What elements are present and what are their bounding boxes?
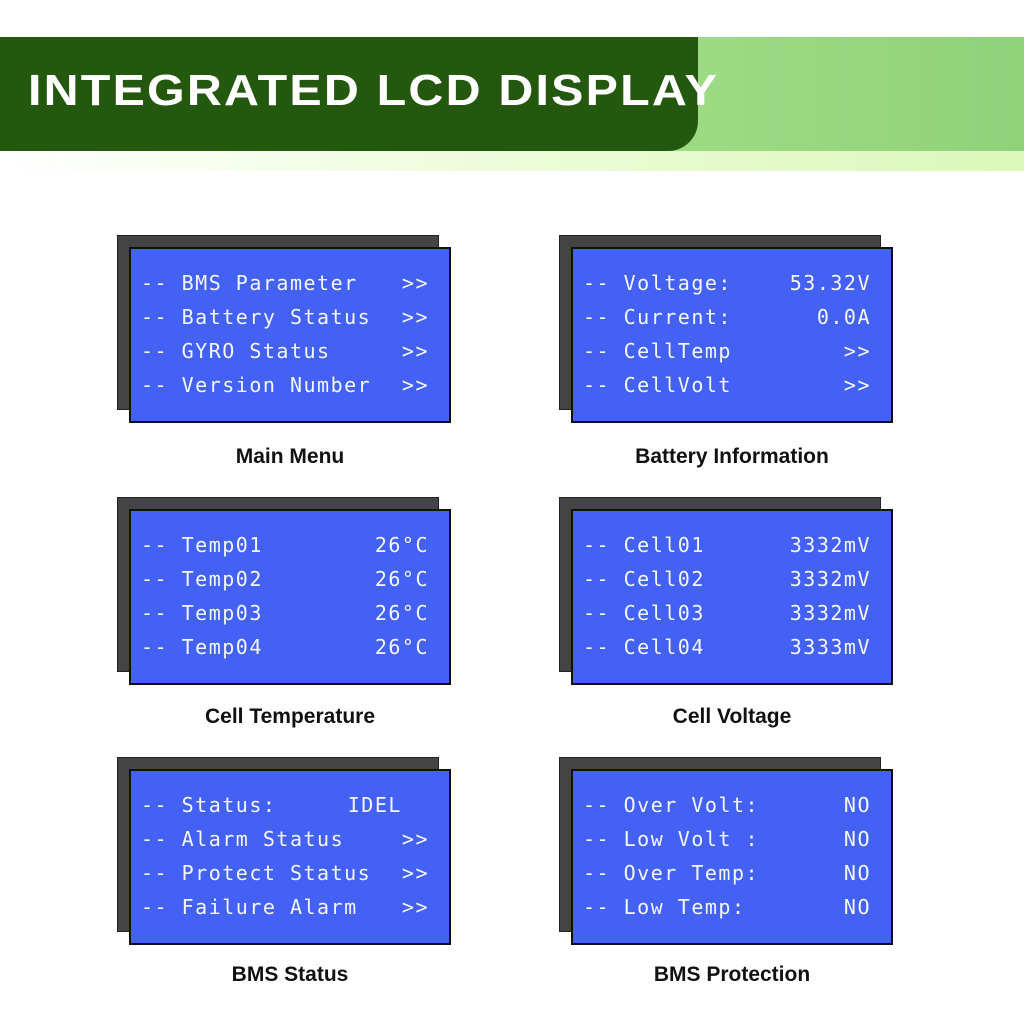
row-value: IDEL [347, 793, 429, 817]
row-value: >> [401, 827, 429, 851]
lcd-screen: -- Temp01 26°C -- Temp02 26°C -- Temp03 26°C -… [129, 509, 451, 685]
row-value: >> [401, 373, 429, 397]
lcd-row: -- GYRO Status >> [141, 339, 429, 369]
row-value: >> [401, 339, 429, 363]
row-value: 3332mV [789, 601, 871, 625]
row-label: -- Temp01 [141, 533, 263, 557]
row-value: 3332mV [789, 567, 871, 591]
row-value: 26°C [374, 635, 429, 659]
row-label: -- Cell02 [583, 567, 705, 591]
lcd-screen: -- Over Volt: NO -- Low Volt : NO -- Over Te… [571, 769, 893, 945]
lcd-row: -- Low Temp: NO [583, 895, 871, 925]
row-value: 0.0A [816, 305, 871, 329]
panel-caption: Cell Temperature [205, 705, 375, 728]
row-label: -- Temp04 [141, 635, 263, 659]
row-value: NO [843, 861, 871, 885]
row-label: -- Failure Alarm [141, 895, 358, 919]
row-label: -- BMS Parameter [141, 271, 358, 295]
lcd-row: -- Cell03 3332mV [583, 601, 871, 631]
row-value: 3333mV [789, 635, 871, 659]
lcd-row: -- Failure Alarm >> [141, 895, 429, 925]
lcd-row: -- Temp04 26°C [141, 635, 429, 665]
panel-caption: BMS Protection [653, 963, 811, 986]
row-value: >> [401, 861, 429, 885]
panel-caption: Battery Information [635, 445, 829, 468]
row-label: -- Battery Status [141, 305, 372, 329]
row-label: -- Over Temp: [583, 861, 760, 885]
lcd-row: -- Version Number >> [141, 373, 429, 403]
row-value: 26°C [374, 533, 429, 557]
lcd-row: -- Status: IDEL [141, 793, 429, 823]
row-value: NO [843, 827, 871, 851]
page-title: INTEGRATED LCD DISPLAY [28, 66, 720, 115]
row-label: -- Alarm Status [141, 827, 345, 851]
banner-strip [0, 151, 1024, 171]
lcd-row: -- CellVolt >> [583, 373, 871, 403]
row-value: >> [843, 339, 871, 363]
row-value: 53.32V [789, 271, 871, 295]
lcd-row: -- Temp02 26°C [141, 567, 429, 597]
row-value: NO [843, 793, 871, 817]
lcd-row: -- BMS Parameter >> [141, 271, 429, 301]
lcd-row: -- Low Volt : NO [583, 827, 871, 857]
lcd-screen: -- Voltage: 53.32V -- Current: 0.0A -- CellT… [571, 247, 893, 423]
row-value: 26°C [374, 567, 429, 591]
lcd-row: -- Cell04 3333mV [583, 635, 871, 665]
lcd-row: -- Protect Status >> [141, 861, 429, 891]
row-label: -- Temp02 [141, 567, 263, 591]
row-label: -- Version Number [141, 373, 372, 397]
lcd-row: -- Temp03 26°C [141, 601, 429, 631]
row-value: 26°C [374, 601, 429, 625]
row-label: -- Status: [141, 793, 277, 817]
row-value: >> [401, 895, 429, 919]
row-label: -- Low Volt : [583, 827, 760, 851]
lcd-screen: -- Cell01 3332mV -- Cell02 3332mV -- Cell03 3… [571, 509, 893, 685]
lcd-screen: -- Status: IDEL -- Alarm Status >> -- Prote… [129, 769, 451, 945]
row-label: -- Low Temp: [583, 895, 746, 919]
row-label: -- Cell03 [583, 601, 705, 625]
lcd-row: -- Battery Status >> [141, 305, 429, 335]
row-label: -- Over Volt: [583, 793, 760, 817]
lcd-row: -- Over Volt: NO [583, 793, 871, 823]
lcd-row: -- Cell02 3332mV [583, 567, 871, 597]
row-value: >> [401, 305, 429, 329]
lcd-row: -- Current: 0.0A [583, 305, 871, 335]
lcd-row: -- Alarm Status >> [141, 827, 429, 857]
row-value: 3332mV [789, 533, 871, 557]
row-label: -- Cell04 [583, 635, 705, 659]
row-value: >> [401, 271, 429, 295]
lcd-row: -- Cell01 3332mV [583, 533, 871, 563]
lcd-row: -- Voltage: 53.32V [583, 271, 871, 301]
row-label: -- Protect Status [141, 861, 372, 885]
row-label: -- CellVolt [583, 373, 732, 397]
row-value: NO [843, 895, 871, 919]
panel-caption: BMS Status [231, 963, 349, 986]
header-banner [0, 37, 698, 151]
row-value: >> [843, 373, 871, 397]
lcd-row: -- Temp01 26°C [141, 533, 429, 563]
panel-caption: Main Menu [235, 445, 345, 468]
row-label: -- Temp03 [141, 601, 263, 625]
row-label: -- GYRO Status [141, 339, 331, 363]
panel-caption: Cell Voltage [672, 705, 792, 728]
row-label: -- Current: [583, 305, 732, 329]
row-label: -- Cell01 [583, 533, 705, 557]
row-label: -- CellTemp [583, 339, 732, 363]
lcd-row: -- CellTemp >> [583, 339, 871, 369]
lcd-screen: -- BMS Parameter >> -- Battery Status >> -- … [129, 247, 451, 423]
lcd-row: -- Over Temp: NO [583, 861, 871, 891]
row-label: -- Voltage: [583, 271, 732, 295]
